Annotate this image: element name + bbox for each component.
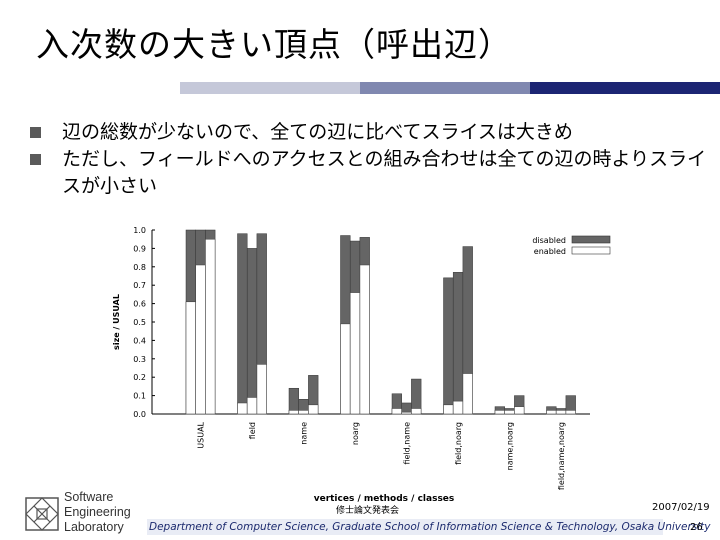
bullet-square-icon [30,127,41,138]
bar-enabled [298,410,309,415]
bar-enabled [195,264,206,415]
lab-logo-icon [25,497,59,531]
lab-logo-text: Software Engineering Laboratory [64,490,131,535]
bar-enabled [237,402,248,415]
bar-enabled [205,238,216,415]
bar-enabled [555,410,567,415]
y-tick-label: 0.3 [133,355,146,364]
bar-enabled [504,410,515,415]
y-tick-label: 0.0 [133,410,146,419]
footer-bar: Department of Computer Science, Graduate… [147,519,710,535]
title-rule-seg-4 [530,82,720,94]
bar-enabled [359,264,370,415]
bar-disabled [443,277,454,415]
bar-disabled [452,272,464,415]
bar-enabled [246,397,258,415]
legend-swatch [571,246,611,255]
bullet-item: 辺の総数が少ないので、全ての辺に比べてスライスは大きめ [28,119,708,146]
legend-label: disabled [532,236,566,245]
category-label: USUAL [197,421,206,448]
bar-enabled [514,406,525,415]
x-axis-label: vertices / methods / classes [314,494,455,504]
bar-enabled [443,404,454,415]
bar-enabled [401,411,412,415]
bar-enabled [452,400,464,415]
y-tick-label: 0.6 [133,300,146,309]
y-axis-label: size / USUAL [112,294,121,350]
y-tick-label: 0.8 [133,263,146,272]
bar-enabled [391,408,402,415]
title-rule-seg-1 [0,82,180,94]
y-tick-label: 0.1 [133,392,146,401]
legend-swatch [571,235,611,244]
bar-disabled [246,248,258,415]
slide-date: 2007/02/19 [652,502,710,513]
category-label: name [300,422,309,445]
bar-enabled [349,292,361,415]
bar-enabled [565,410,576,415]
title-rule [0,82,720,94]
bullet-item: ただし、フィールドへのアクセスとの組み合わせは全ての辺の時よりスライスが小さい [28,146,708,200]
lab-logo: Software Engineering Laboratory [24,490,148,540]
bar-enabled [494,410,505,415]
legend-label: enabled [534,247,566,256]
bar-enabled [340,323,351,415]
y-tick-label: 0.4 [133,336,146,345]
bar-enabled [462,373,473,415]
title-rule-seg-2 [180,82,360,94]
y-tick-label: 0.9 [133,244,146,253]
category-label: field,noarg [454,422,463,465]
title-rule-seg-3 [360,82,530,94]
footer-affiliation: Department of Computer Science, Graduate… [149,521,711,533]
lab-logo-line: Software [64,490,114,504]
bar-enabled [308,404,319,415]
bar-disabled [237,233,248,415]
bullet-text: 辺の総数が少ないので、全ての辺に比べてスライスは大きめ [62,121,573,143]
y-tick-label: 0.5 [133,318,146,327]
category-label: field,name,noarg [557,422,566,490]
category-label: field,name [403,422,412,465]
bullet-text: ただし、フィールドへのアクセスとの組み合わせは全ての辺の時よりスライスが小さい [62,148,707,197]
bar-enabled [411,408,422,415]
bar-enabled [288,410,299,415]
lab-logo-line: Laboratory [64,520,124,534]
lab-logo-line: Engineering [64,505,131,519]
y-tick-label: 0.7 [133,281,146,290]
bar-enabled [256,364,267,415]
event-name: 修士論文発表会 [336,506,400,516]
page-number: 26 [690,522,703,533]
category-label: field [248,422,257,439]
category-label: noarg [351,422,360,445]
bullet-square-icon [30,154,41,165]
bar-enabled [546,410,557,415]
slide-title: 入次数の大きい頂点（呼出辺） [36,25,512,64]
y-tick-label: 1.0 [133,226,146,235]
category-label: name,noarg [506,422,515,470]
y-tick-label: 0.2 [133,373,146,382]
bar-enabled [185,301,196,415]
bullet-list: 辺の総数が少ないので、全ての辺に比べてスライスは大きめ ただし、フィールドへのア… [28,119,708,200]
